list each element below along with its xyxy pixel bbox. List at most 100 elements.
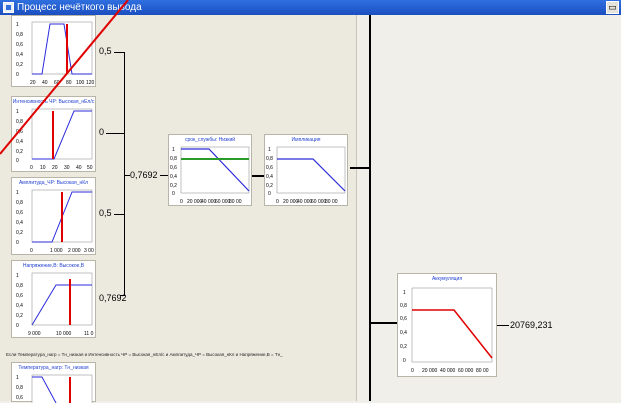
- connector-line: [497, 325, 509, 326]
- xtick: 50: [87, 165, 93, 171]
- connector-line: [120, 295, 124, 296]
- ytick: 0,2: [400, 344, 407, 350]
- ytick: 0,6: [16, 210, 23, 216]
- input-value: 0,5: [99, 208, 112, 218]
- ytick: 0,8: [400, 303, 407, 309]
- xtick: 40: [76, 165, 82, 171]
- xtick: 80: [66, 80, 72, 86]
- ytick: 0: [16, 158, 19, 164]
- ytick: 1: [268, 147, 271, 153]
- ytick: 0,2: [170, 183, 177, 189]
- membership-curve: [31, 284, 92, 326]
- second-rule-input-title: Температура_нагр: Тн_низкая: [18, 365, 89, 371]
- xtick: 80 00: [325, 199, 338, 205]
- ytick: 0,6: [16, 293, 23, 299]
- input-plot-temperature-svg: 1 0,8 0,6 0,4 0,2 0 20 40 60 80 100 120: [16, 21, 95, 86]
- output-value: 20769,231: [510, 320, 553, 330]
- ytick: 0,6: [400, 316, 407, 322]
- connector-line: [114, 52, 124, 53]
- xtick: 40 000: [297, 199, 313, 205]
- input-plot-amplitude: Амплитуда_ЧР: Высокая_нКл 1 0,8 0,6 0,4 …: [11, 177, 96, 255]
- restore-button[interactable]: ▭: [606, 1, 619, 14]
- xtick: 3 00: [84, 248, 94, 254]
- connector-line: [160, 175, 168, 176]
- ytick: 0,2: [16, 62, 23, 68]
- connector-line: [350, 167, 369, 169]
- ytick: 0,6: [16, 42, 23, 48]
- implication-curve: [277, 158, 346, 192]
- connector-line: [124, 175, 130, 176]
- ytick: 0,4: [16, 52, 23, 58]
- xtick: 1 000: [50, 248, 63, 254]
- ytick: 0,6: [266, 165, 273, 171]
- input-plot-temperature: 1 0,8 0,6 0,4 0,2 0 20 40 60 80 100 120: [11, 15, 96, 87]
- ytick: 0,2: [266, 183, 273, 189]
- input-plot-voltage: Напряжение,В: Высокое,В 1 0,8 0,6 0,4 0,…: [11, 260, 96, 338]
- input-plot-intensity: Интенсивность ЧР: Высокая_нЕл/с 1 0,8 0,…: [11, 96, 96, 172]
- accumulation-curve: [412, 309, 493, 359]
- ytick: 1: [403, 290, 406, 296]
- ytick: 0: [16, 72, 19, 78]
- implication-title: Импликация: [291, 137, 321, 143]
- xtick: 80 00: [476, 368, 489, 374]
- input-plot-title: Амплитуда_ЧР: Высокая_нКл: [18, 180, 89, 186]
- xtick: 40: [42, 80, 48, 86]
- ytick: 0,8: [266, 156, 273, 162]
- connector-line: [252, 175, 264, 177]
- ytick: 0: [268, 191, 271, 197]
- ytick: 0,2: [16, 230, 23, 236]
- xtick: 10: [40, 165, 46, 171]
- ytick: 0,4: [400, 330, 407, 336]
- ytick: 0: [403, 358, 406, 364]
- app-icon: [3, 2, 14, 13]
- input-plot-title: Интенсивность ЧР: Высокая_нЕл/с: [12, 99, 95, 105]
- xtick: 0: [411, 368, 414, 374]
- ytick: 0,8: [16, 32, 23, 38]
- ytick: 0: [16, 323, 19, 329]
- vertical-divider: [369, 15, 371, 401]
- xtick: 11 0: [84, 331, 94, 337]
- input-plot-amplitude-svg: 1 0,8 0,6 0,4 0,2 0 0 1 000 2 000 3 00: [16, 189, 94, 254]
- xtick: 20 000: [187, 199, 203, 205]
- implication-svg: 1 0,8 0,6 0,4 0,2 0 0 20 000 40 000 60 0…: [266, 146, 346, 205]
- ytick: 0,8: [16, 283, 23, 289]
- window-title: Процесс нечёткого вывода: [17, 2, 142, 13]
- rule-text: Если Температура_нагр = Тн_низкая и Инте…: [6, 352, 283, 357]
- connector-line: [106, 133, 124, 134]
- xtick: 0: [30, 165, 33, 171]
- ytick: 0,8: [16, 200, 23, 206]
- window-titlebar: Процесс нечёткого вывода ▭: [0, 0, 621, 15]
- input-plot-intensity-svg: 1 0,8 0,6 0,4 0,2 0 0 10 20 30 40 50: [16, 108, 93, 171]
- ytick: 0,6: [16, 395, 23, 401]
- accumulation-svg: 1 0,8 0,6 0,4 0,2 0 0 20 000 40 000 60 0…: [400, 287, 493, 374]
- ytick: 0,4: [16, 303, 23, 309]
- xtick: 60 000: [311, 199, 327, 205]
- ytick: 0,4: [266, 174, 273, 180]
- ytick: 0: [172, 191, 175, 197]
- input-value: 0,5: [99, 46, 112, 56]
- ytick: 0,4: [170, 174, 177, 180]
- implication-plot: Импликация 1 0,8 0,6 0,4 0,2 0 0 20 000 …: [264, 134, 348, 206]
- connector-trunk: [124, 52, 125, 296]
- xtick: 40 000: [440, 368, 456, 374]
- rule-output-svg: 1 0,8 0,6 0,4 0,2 0 0 20 000 40 000 60 0…: [170, 146, 250, 205]
- xtick: 20 000: [422, 368, 438, 374]
- ytick: 1: [16, 22, 19, 28]
- min-value: 0,7692: [130, 170, 158, 180]
- ytick: 0,8: [16, 385, 23, 391]
- second-rule-input-plot: Температура_нагр: Тн_низкая 1 0,8 0,6: [11, 362, 96, 403]
- ytick: 1: [16, 109, 19, 115]
- accumulation-plot: Аккумуляция 1 0,8 0,6 0,4 0,2 0 0 20 000…: [397, 273, 497, 377]
- membership-curve: [32, 110, 92, 160]
- second-rule-input-svg: 1 0,8 0,6: [16, 374, 93, 403]
- ytick: 0,4: [16, 220, 23, 226]
- input-plot-voltage-svg: 1 0,8 0,6 0,4 0,2 0 9 000 10 000 11 0: [16, 272, 94, 337]
- xtick: 120: [86, 80, 95, 86]
- xtick: 100: [76, 80, 85, 86]
- connector-line: [371, 322, 397, 324]
- input-value: 0: [99, 127, 105, 137]
- xtick: 9 000: [28, 331, 41, 337]
- xtick: 0: [30, 248, 33, 254]
- xtick: 2 000: [68, 248, 81, 254]
